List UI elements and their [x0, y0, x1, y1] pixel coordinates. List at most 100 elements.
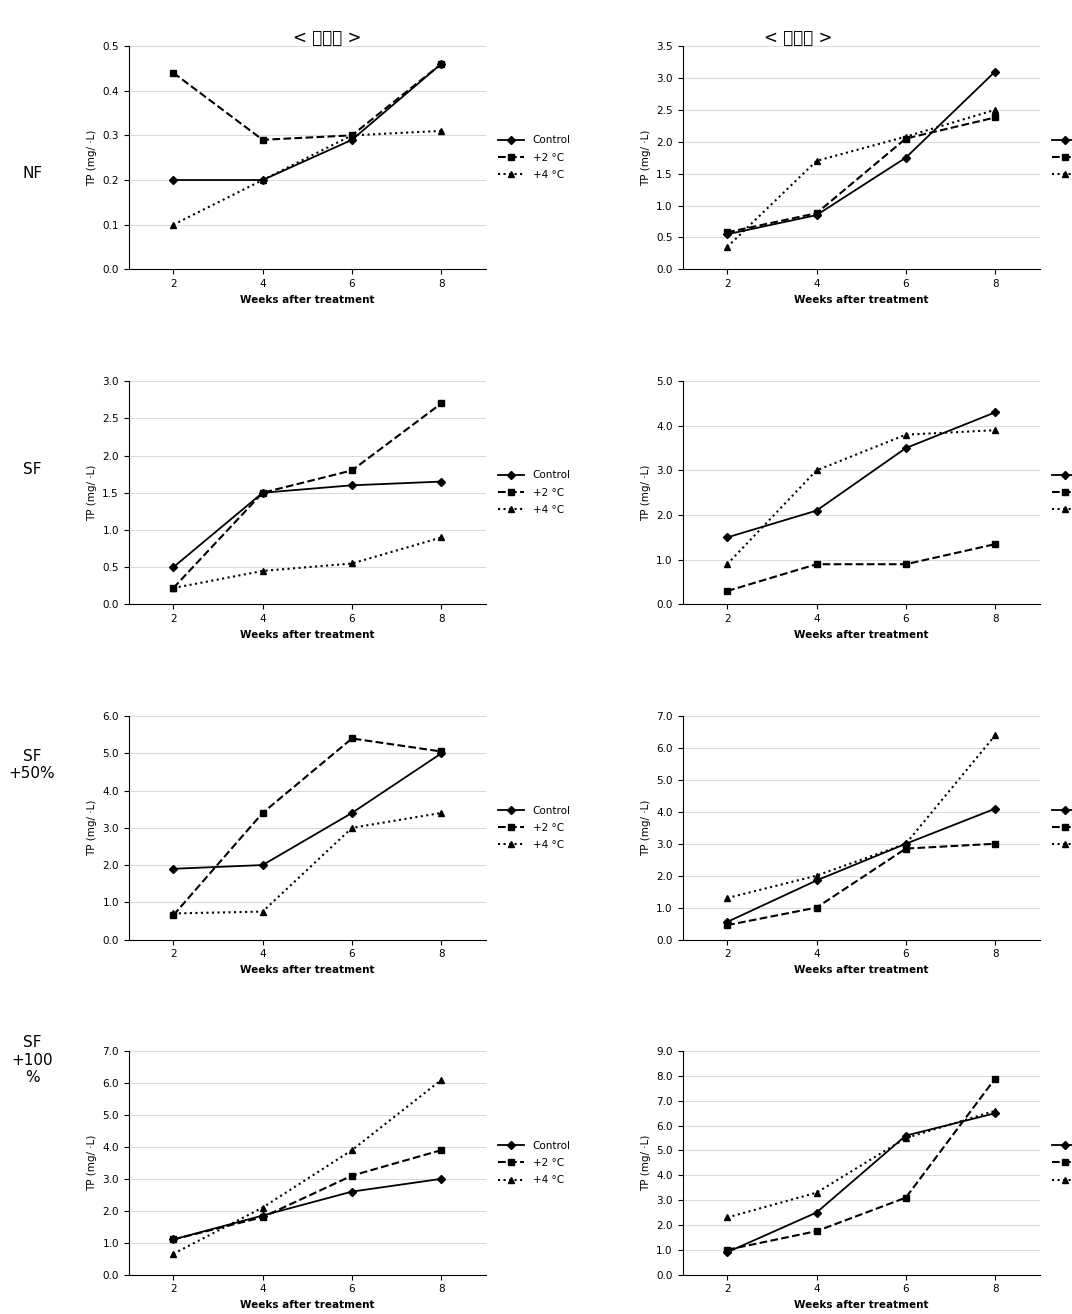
- +4 °C: [810, 1185, 823, 1201]
- Line: +2 °C: +2 °C: [170, 736, 445, 918]
- Control: [345, 131, 358, 147]
- X-axis label: Weeks after treatment: Weeks after treatment: [794, 964, 928, 975]
- Y-axis label: TP (mg/ ·L): TP (mg/ ·L): [641, 465, 651, 520]
- +2 °C: [988, 109, 1001, 125]
- +2 °C: [988, 536, 1001, 552]
- +2 °C: [720, 1242, 733, 1257]
- +2 °C: [345, 127, 358, 143]
- +2 °C: [810, 1223, 823, 1239]
- Line: +4 °C: +4 °C: [170, 535, 445, 591]
- +2 °C: [167, 1231, 180, 1247]
- +4 °C: [167, 217, 180, 233]
- X-axis label: Weeks after treatment: Weeks after treatment: [794, 1300, 928, 1310]
- Control: [256, 172, 269, 188]
- Control: [167, 861, 180, 876]
- Line: +4 °C: +4 °C: [170, 127, 445, 227]
- Control: [720, 530, 733, 545]
- Control: [345, 1184, 358, 1200]
- Control: [720, 1244, 733, 1260]
- Control: [435, 1171, 448, 1187]
- Control: [988, 63, 1001, 79]
- Control: [435, 57, 448, 72]
- X-axis label: Weeks after treatment: Weeks after treatment: [240, 1300, 374, 1310]
- Line: +4 °C: +4 °C: [724, 1108, 998, 1221]
- Y-axis label: TP (mg/ ·L): TP (mg/ ·L): [87, 800, 96, 855]
- +2 °C: [345, 1168, 358, 1184]
- +2 °C: [720, 917, 733, 933]
- Legend: Control, +2 °C, +4 °C: Control, +2 °C, +4 °C: [498, 805, 570, 850]
- +2 °C: [345, 731, 358, 746]
- +4 °C: [167, 905, 180, 921]
- +4 °C: [435, 1072, 448, 1088]
- +4 °C: [167, 1246, 180, 1261]
- +2 °C: [435, 396, 448, 411]
- +2 °C: [167, 581, 180, 597]
- X-axis label: Weeks after treatment: Weeks after treatment: [794, 629, 928, 640]
- +2 °C: [988, 1071, 1001, 1087]
- +2 °C: [810, 205, 823, 221]
- +4 °C: [810, 463, 823, 478]
- Line: Control: Control: [725, 68, 998, 237]
- +2 °C: [899, 130, 912, 146]
- Legend: Control, +2 °C, +4 °C: Control, +2 °C, +4 °C: [1053, 1141, 1072, 1185]
- Text: < 식양토 >: < 식양토 >: [764, 29, 833, 47]
- +4 °C: [345, 556, 358, 572]
- Text: < 사양토 >: < 사양토 >: [293, 29, 361, 47]
- Line: +2 °C: +2 °C: [170, 1147, 445, 1243]
- +4 °C: [345, 127, 358, 143]
- +2 °C: [899, 1189, 912, 1205]
- +4 °C: [899, 427, 912, 443]
- Line: +2 °C: +2 °C: [724, 841, 998, 928]
- +4 °C: [167, 581, 180, 597]
- Line: Control: Control: [725, 805, 998, 925]
- Line: +4 °C: +4 °C: [170, 809, 445, 917]
- Text: SF
+50%: SF +50%: [9, 749, 56, 781]
- +2 °C: [256, 131, 269, 147]
- +2 °C: [435, 744, 448, 759]
- Legend: Control, +2 °C, +4 °C: Control, +2 °C, +4 °C: [1053, 470, 1072, 515]
- +4 °C: [988, 422, 1001, 438]
- +2 °C: [256, 1209, 269, 1225]
- +2 °C: [435, 57, 448, 72]
- +2 °C: [988, 836, 1001, 851]
- +2 °C: [435, 1142, 448, 1158]
- +4 °C: [720, 556, 733, 572]
- +2 °C: [256, 485, 269, 501]
- +4 °C: [899, 1130, 912, 1146]
- Control: [256, 857, 269, 872]
- Control: [720, 915, 733, 930]
- Text: SF
+100
%: SF +100 %: [12, 1035, 53, 1085]
- Legend: Control, +2 °C, +4 °C: Control, +2 °C, +4 °C: [498, 470, 570, 515]
- Y-axis label: TP (mg/ ·L): TP (mg/ ·L): [641, 800, 651, 855]
- Control: [435, 745, 448, 761]
- Line: Control: Control: [170, 478, 444, 570]
- Control: [899, 150, 912, 166]
- +4 °C: [435, 530, 448, 545]
- Legend: Control, +2 °C, +4 °C: Control, +2 °C, +4 °C: [498, 135, 570, 180]
- Control: [988, 405, 1001, 420]
- Control: [899, 1127, 912, 1143]
- +2 °C: [167, 908, 180, 924]
- Control: [256, 1208, 269, 1223]
- Control: [435, 474, 448, 490]
- Control: [899, 836, 912, 851]
- +4 °C: [435, 124, 448, 139]
- +2 °C: [345, 463, 358, 478]
- Line: +2 °C: +2 °C: [170, 401, 445, 591]
- +2 °C: [167, 64, 180, 80]
- Line: +2 °C: +2 °C: [724, 1075, 998, 1252]
- Line: +4 °C: +4 °C: [724, 106, 998, 250]
- Line: +4 °C: +4 °C: [724, 427, 998, 568]
- Text: NF: NF: [23, 166, 42, 181]
- X-axis label: Weeks after treatment: Weeks after treatment: [240, 629, 374, 640]
- +4 °C: [345, 820, 358, 836]
- Y-axis label: TP (mg/ ·L): TP (mg/ ·L): [87, 130, 96, 185]
- +4 °C: [988, 1102, 1001, 1118]
- +4 °C: [988, 728, 1001, 744]
- Control: [167, 172, 180, 188]
- Y-axis label: TP (mg/ ·L): TP (mg/ ·L): [87, 465, 96, 520]
- Control: [810, 503, 823, 519]
- Line: Control: Control: [725, 410, 998, 540]
- Line: Control: Control: [170, 60, 444, 183]
- Legend: Control, +2 °C, +4 °C: Control, +2 °C, +4 °C: [1053, 805, 1072, 850]
